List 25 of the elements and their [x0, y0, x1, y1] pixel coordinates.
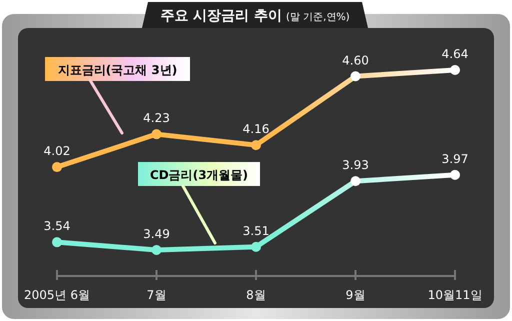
x-tick-label: 7월	[146, 288, 166, 302]
data-label: 3.54	[44, 219, 70, 234]
point	[52, 237, 62, 248]
point	[152, 129, 162, 140]
data-label: 4.02	[44, 144, 70, 158]
data-label: 3.49	[143, 227, 170, 241]
point	[152, 245, 162, 255]
point	[251, 140, 261, 150]
x-tick-label: 10월11일	[428, 288, 482, 302]
data-label: 3.93	[342, 158, 369, 172]
data-label: 4.16	[242, 122, 270, 136]
text: 지표금리(국고채 3년)	[58, 63, 178, 77]
data-label: 4.23	[143, 111, 170, 126]
data-label: 3.51	[242, 224, 270, 238]
data-label: 3.97	[442, 152, 468, 166]
point	[251, 242, 261, 252]
data-label: 4.64	[442, 47, 468, 61]
data-label: 4.60	[342, 53, 369, 68]
chart-subtitle: (말 기준,연%)	[286, 12, 350, 23]
x-tick-label: 9월	[346, 288, 366, 302]
chart-title: 주요 시장금리 추이	[160, 8, 282, 24]
x-tick-label: 2005년 6월	[24, 288, 90, 302]
x-tick-label: 8월	[246, 288, 266, 302]
point	[52, 162, 62, 172]
text: CD금리(3개월물)	[150, 168, 248, 182]
